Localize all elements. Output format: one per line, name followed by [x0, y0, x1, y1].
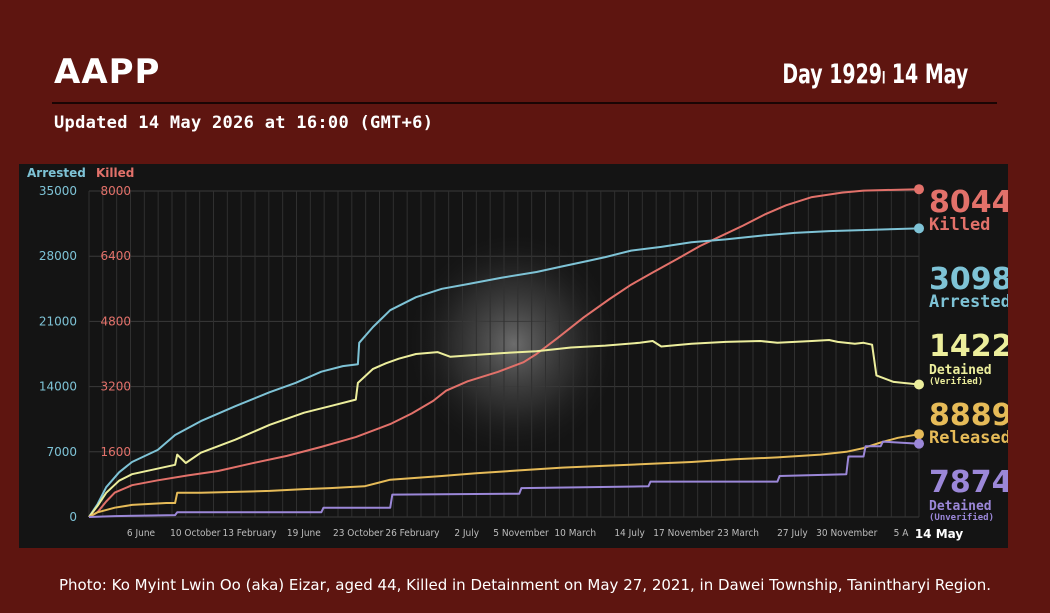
end-name-killed: Killed	[929, 215, 990, 235]
end-sublabel-detained-unverified: (Unverified)	[929, 512, 994, 523]
series-end-marker-released	[914, 429, 924, 440]
x-tick-label: 14 July	[614, 528, 645, 539]
arrested-tick-label: 21000	[39, 314, 77, 328]
series-line-detained-unverified	[88, 440, 920, 518]
end-value-detained-unverified: 7874	[929, 465, 1008, 500]
series-end-marker-killed	[914, 184, 924, 195]
x-tick-label: 13 February	[223, 528, 278, 539]
end-name-detained-verified: Detained	[929, 363, 992, 378]
arrested-tick-label: 28000	[39, 249, 77, 263]
x-tick-label: 10 October	[170, 528, 221, 539]
series-layer	[88, 184, 924, 518]
killed-tick-label: 8000	[100, 184, 131, 198]
x-tick-label: 5 November	[493, 528, 549, 539]
x-tick-label: 5 A	[894, 528, 910, 539]
end-value-released: 8889	[929, 398, 1008, 433]
timeline-chart: Arrested Killed 0 7000 14000 21000 28000 35000 1…	[27, 166, 1008, 541]
x-tick-label: 30 November	[816, 528, 877, 539]
photo-portrait	[404, 229, 624, 459]
end-value-arrested: 30986	[929, 262, 1008, 297]
series-end-marker-detained-verified	[914, 379, 924, 390]
header-divider	[52, 102, 997, 104]
end-name-arrested: Arrested	[929, 292, 1008, 312]
arrested-tick-label: 14000	[39, 380, 77, 394]
x-tick-label: 19 June	[287, 528, 321, 539]
killed-axis-title: Killed	[96, 166, 134, 180]
chart-panel: Arrested Killed 0 7000 14000 21000 28000 35000 1…	[19, 164, 1008, 548]
day-counter: Day 1929၊ 14 May	[782, 59, 968, 90]
arrested-axis-title: Arrested	[27, 166, 86, 180]
end-value-killed: 8044	[929, 185, 1008, 220]
photo-caption: Photo: Ko Myint Lwin Oo (aka) Eizar, age…	[59, 576, 991, 594]
end-labels: 8044Killed30986Arrested14223Detained(Ver…	[929, 185, 1008, 523]
series-line-detained-verified	[88, 339, 920, 518]
x-tick-label: 2 July	[454, 528, 479, 539]
x-tick-label: 23 October	[333, 528, 384, 539]
end-name-detained-unverified: Detained	[929, 499, 992, 514]
x-axis: 6 June 10 October 13 February 19 June 23 Oct…	[127, 527, 963, 541]
arrested-tick-label: 35000	[39, 184, 77, 198]
killed-tick-label: 1600	[100, 445, 131, 459]
arrested-tick-label: 7000	[46, 445, 77, 459]
killed-tick-label: 6400	[100, 249, 131, 263]
killed-tick-label: 4800	[100, 314, 131, 328]
series-end-marker-arrested	[914, 223, 924, 234]
arrested-tick-label: 0	[69, 510, 77, 524]
updated-timestamp: Updated 14 May 2026 at 16:00 (GMT+6)	[54, 113, 434, 133]
series-line-arrested	[88, 227, 920, 518]
x-tick-label: 6 June	[127, 528, 156, 539]
brand-title: AAPP	[54, 52, 161, 92]
series-end-marker-detained-unverified	[914, 438, 924, 449]
x-end-label: 14 May	[915, 527, 964, 541]
left-axes: Arrested Killed 0 7000 14000 21000 28000 35000 1…	[27, 166, 134, 524]
killed-tick-label: 3200	[100, 380, 131, 394]
x-tick-label: 26 February	[385, 528, 440, 539]
x-tick-label: 23 March	[717, 528, 759, 539]
end-value-detained-verified: 14223	[929, 329, 1008, 364]
chart-grid	[88, 190, 920, 518]
x-tick-label: 27 July	[777, 528, 808, 539]
end-name-released: Released	[929, 428, 1008, 448]
series-line-killed	[88, 188, 920, 518]
end-sublabel-detained-verified: (Verified)	[929, 376, 983, 387]
x-tick-label: 17 November	[653, 528, 714, 539]
x-tick-label: 10 March	[554, 528, 596, 539]
series-line-released	[88, 433, 920, 518]
